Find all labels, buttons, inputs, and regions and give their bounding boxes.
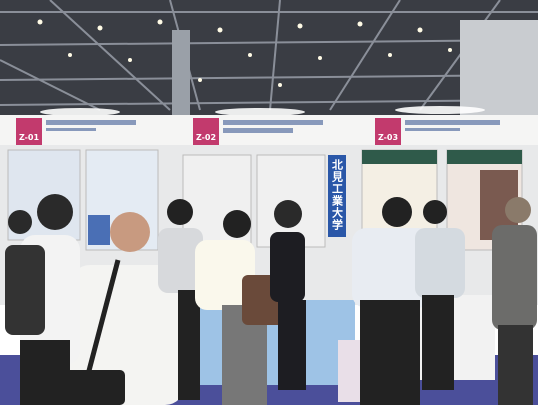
booth-code: Z-02 xyxy=(196,133,216,142)
header-lines xyxy=(46,120,500,133)
booth-code: Z-03 xyxy=(378,133,398,142)
booth-code: Z-01 xyxy=(19,133,40,142)
pillar xyxy=(172,30,190,120)
wall xyxy=(460,20,538,120)
truss xyxy=(0,0,538,111)
people xyxy=(5,194,537,405)
ceiling-lights xyxy=(37,19,452,87)
banner-text: 北見工業大学 xyxy=(331,158,345,231)
code-boxes xyxy=(16,118,401,145)
banner xyxy=(328,155,346,237)
booth-lights xyxy=(40,106,485,116)
